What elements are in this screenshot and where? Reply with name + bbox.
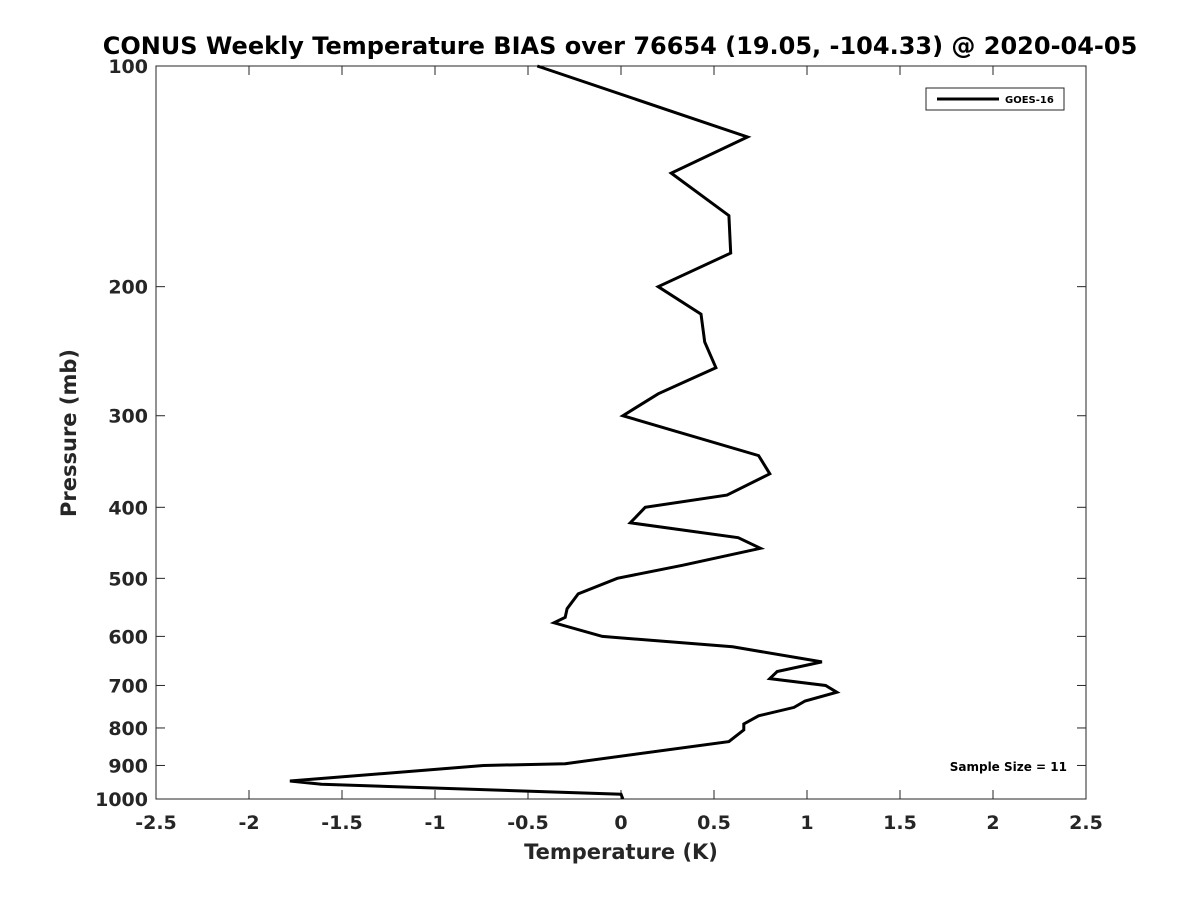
x-tick-label: 1 bbox=[800, 812, 813, 834]
x-axis-label: Temperature (K) bbox=[524, 840, 718, 864]
y-axis: 100 200 300 400 500 600 700 800 900 1000 bbox=[95, 56, 1086, 811]
y-tick-label: 300 bbox=[108, 406, 148, 428]
x-tick-label: 1.5 bbox=[883, 812, 917, 834]
x-tick-label: 0 bbox=[614, 812, 627, 834]
legend-entry-goes-16: GOES-16 bbox=[1005, 95, 1054, 106]
series-line-goes-16 bbox=[289, 64, 841, 800]
y-tick-label: 200 bbox=[108, 277, 148, 299]
y-tick-label: 700 bbox=[108, 675, 148, 697]
y-tick-label: 1000 bbox=[95, 789, 148, 811]
x-tick-label: 0.5 bbox=[697, 812, 731, 834]
y-tick-label: 900 bbox=[108, 755, 148, 777]
y-axis-label: Pressure (mb) bbox=[57, 349, 81, 517]
y-tick-label: 100 bbox=[108, 56, 148, 78]
y-tick-label: 400 bbox=[108, 497, 148, 519]
legend: GOES-16 bbox=[925, 87, 1065, 111]
x-tick-label: 2 bbox=[986, 812, 999, 834]
x-tick-label: -1.5 bbox=[321, 812, 363, 834]
y-tick-label: 600 bbox=[108, 626, 148, 648]
plot-area bbox=[155, 65, 1087, 800]
x-tick-label: -1 bbox=[424, 812, 445, 834]
x-tick-label: -0.5 bbox=[507, 812, 549, 834]
x-tick-label: -2.5 bbox=[135, 812, 177, 834]
sample-size-annotation: Sample Size = 11 bbox=[950, 760, 1067, 774]
x-tick-label: -2 bbox=[238, 812, 259, 834]
x-axis: -2.5 -2 -1.5 -1 -0.5 0 0.5 1 1.5 2 2.5 bbox=[135, 66, 1103, 834]
chart-title: CONUS Weekly Temperature BIAS over 76654… bbox=[103, 32, 1138, 60]
y-tick-label: 800 bbox=[108, 718, 148, 740]
y-tick-label: 500 bbox=[108, 568, 148, 590]
plot-frame bbox=[155, 65, 1087, 800]
x-tick-label: 2.5 bbox=[1069, 812, 1103, 834]
